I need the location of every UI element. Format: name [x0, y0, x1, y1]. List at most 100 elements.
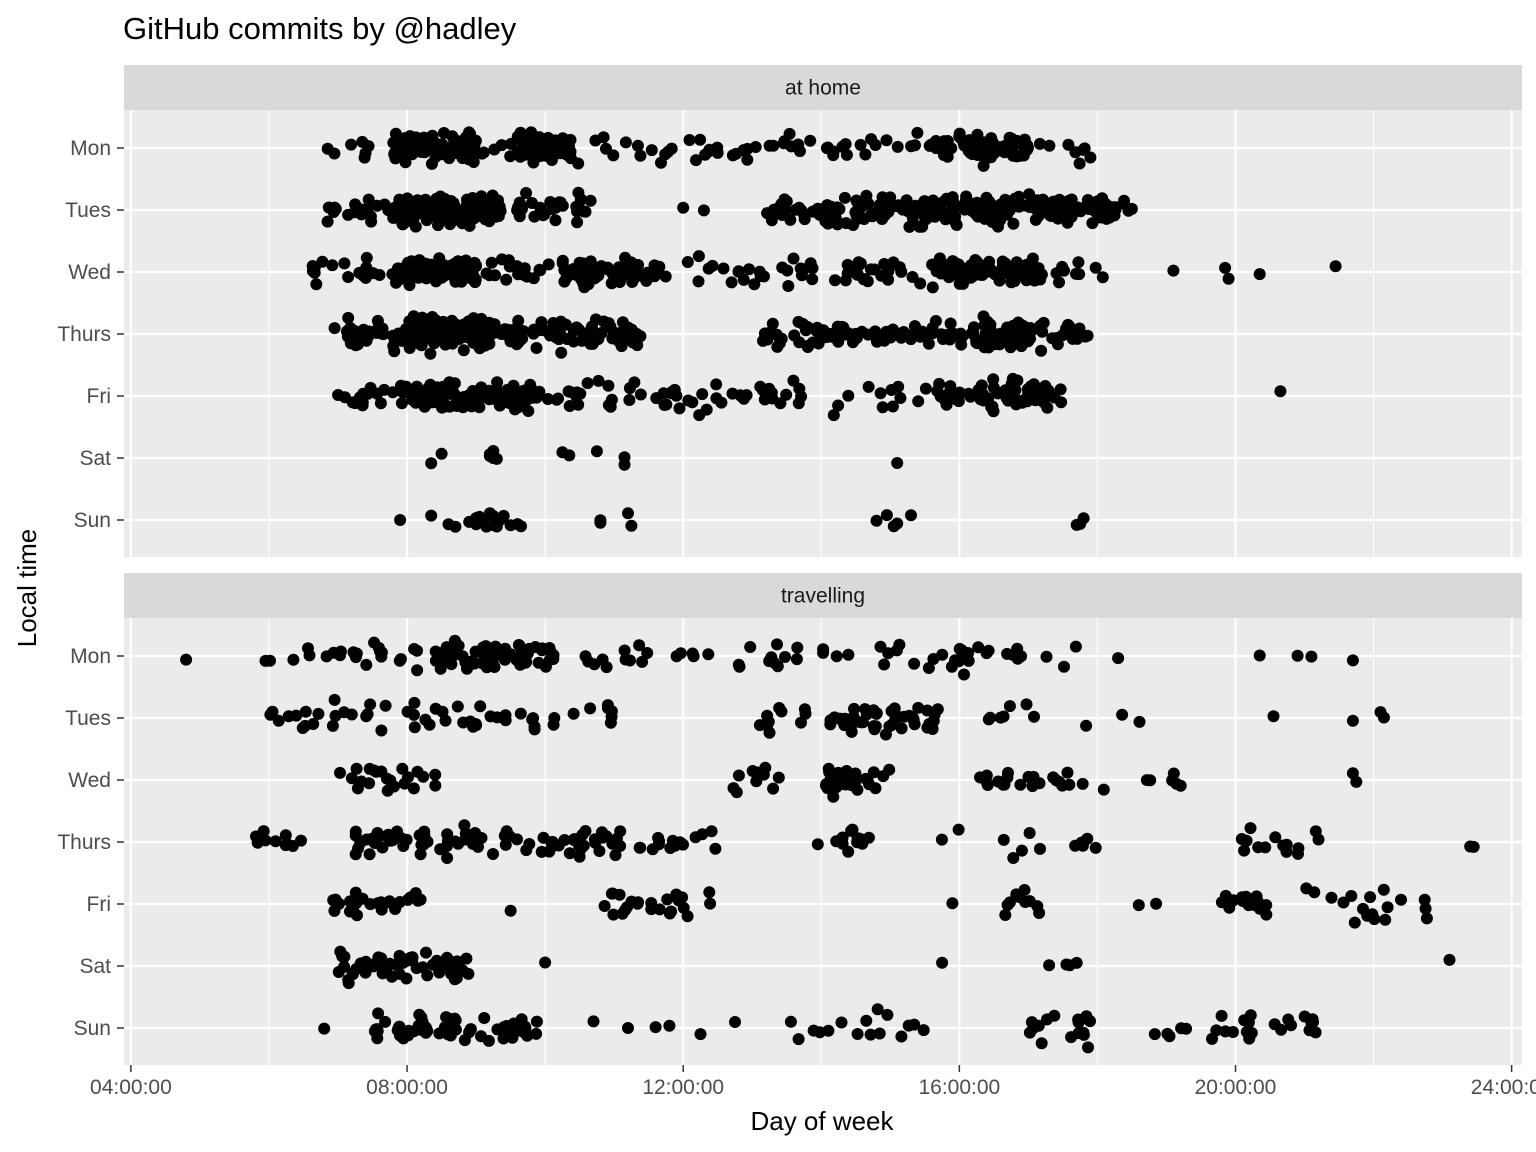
commit-point [898, 710, 911, 723]
commit-point [516, 202, 528, 215]
commit-point [977, 310, 990, 323]
commit-point [891, 517, 904, 530]
commit-point [345, 772, 358, 785]
facet-panel: Mon Tues Wed Thurs Fri Sat Sun at home [57, 65, 1522, 557]
commit-point [789, 203, 802, 216]
commit-point [662, 145, 675, 158]
commit-point [1348, 916, 1361, 929]
commit-point [1033, 137, 1046, 150]
commit-point [804, 134, 817, 147]
commit-point [878, 207, 890, 220]
commit-point [625, 895, 638, 908]
commit-point [512, 639, 525, 651]
commit-point [449, 1023, 462, 1036]
commit-point [870, 707, 883, 720]
facet-panels: Mon Tues Wed Thurs Fri Sat Sun at home Mon Tues We… [57, 65, 1522, 1065]
commit-point [350, 647, 363, 660]
commit-point [911, 126, 924, 139]
commit-point [944, 380, 957, 393]
commit-point [1009, 384, 1022, 397]
y-tick-label: Fri [87, 893, 112, 916]
commit-point [782, 280, 795, 292]
commit-point [326, 259, 339, 272]
commit-point [1222, 272, 1235, 285]
commit-point [332, 389, 345, 401]
commit-point [732, 265, 745, 278]
commit-point [1028, 710, 1040, 723]
commit-point [346, 967, 359, 980]
commit-point [683, 134, 696, 146]
commit-point [1275, 1023, 1288, 1036]
commit-point [860, 198, 873, 211]
commit-point [1090, 202, 1103, 215]
commit-point [832, 335, 845, 348]
commit-point [259, 654, 272, 667]
commit-point [390, 958, 403, 971]
commit-point [451, 700, 464, 713]
commit-point [312, 707, 325, 720]
commit-point [993, 338, 1006, 351]
commit-point [1032, 1019, 1045, 1032]
commit-point [940, 398, 953, 411]
commit-point [523, 642, 536, 655]
commit-point [1023, 827, 1036, 839]
commit-point [449, 1014, 462, 1027]
commit-point [668, 383, 681, 396]
commit-point [272, 714, 285, 727]
commit-point [1215, 1009, 1228, 1022]
commit-point [702, 648, 715, 661]
commit-point [403, 279, 416, 292]
commit-point [1043, 959, 1056, 972]
commit-point [1043, 139, 1056, 152]
commit-point [463, 219, 476, 232]
commit-point [1109, 201, 1122, 214]
commit-point [824, 718, 837, 731]
commit-point [725, 276, 738, 289]
commit-point [360, 326, 373, 339]
commit-point [1170, 777, 1183, 790]
commit-point [359, 147, 372, 160]
commit-point [632, 330, 645, 343]
commit-point [933, 377, 946, 390]
commit-point [379, 1015, 392, 1028]
commit-point [457, 344, 470, 357]
commit-point [579, 205, 592, 218]
commit-point [663, 907, 676, 920]
commit-point [338, 257, 351, 270]
commit-point [1163, 1030, 1176, 1043]
commit-point [414, 893, 427, 906]
commit-point [1015, 844, 1028, 857]
commit-point [1069, 640, 1082, 653]
commit-point [499, 1027, 511, 1040]
commit-point [790, 653, 803, 666]
commit-point [741, 142, 754, 155]
commit-point [784, 213, 797, 226]
commit-point [1028, 196, 1041, 208]
commit-point [358, 957, 371, 970]
commit-point [1063, 778, 1076, 791]
commit-point [1443, 953, 1456, 966]
commit-point [399, 333, 412, 346]
commit-point [908, 320, 921, 333]
commit-point [650, 266, 663, 279]
commit-point [348, 325, 361, 337]
commit-point [641, 647, 654, 659]
commit-point [435, 146, 448, 159]
commit-point [854, 138, 867, 151]
commit-point [360, 334, 373, 347]
commit-point [328, 693, 341, 706]
commit-point [406, 951, 419, 964]
commit-point [520, 187, 533, 199]
commit-point [876, 401, 889, 414]
commit-point [424, 347, 437, 360]
x-tick-label: 16:00:00 [918, 1076, 1000, 1099]
commit-point [980, 647, 993, 660]
y-tick-label: Fri [87, 385, 112, 408]
commit-point [1150, 897, 1163, 910]
commit-point [634, 149, 647, 162]
commit-point [670, 650, 683, 663]
commit-point [661, 893, 674, 906]
commit-point [350, 897, 363, 910]
commit-point [653, 903, 666, 916]
commit-point [514, 658, 527, 671]
